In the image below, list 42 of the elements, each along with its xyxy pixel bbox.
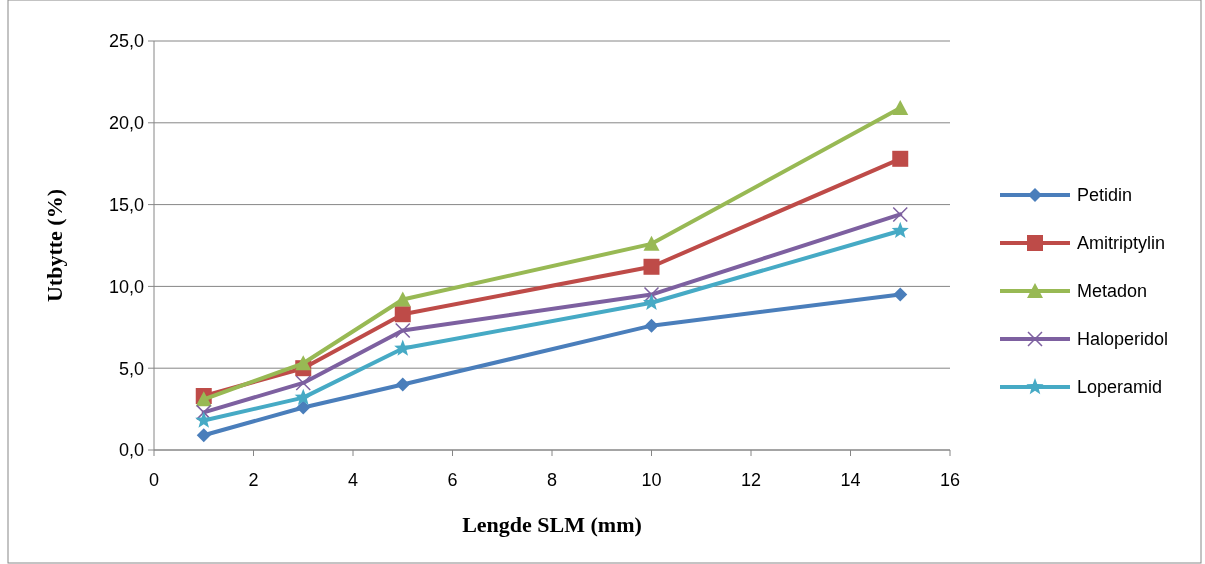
y-tick-label: 25,0 <box>108 31 144 52</box>
point <box>295 355 312 371</box>
x-tick-label: 8 <box>546 470 558 490</box>
legend-label: Loperamid <box>1077 377 1163 398</box>
point <box>295 375 311 391</box>
point <box>891 221 909 239</box>
point <box>395 322 411 339</box>
point <box>892 100 909 116</box>
y-tick-label: 5,0 <box>118 358 144 379</box>
y-tick-label: 20,0 <box>108 113 144 134</box>
point <box>394 291 411 307</box>
x-tick-label: 0 <box>148 470 160 490</box>
y-tick-label: 10,0 <box>108 276 144 297</box>
y-tick-label: 15,0 <box>108 194 144 215</box>
point <box>296 400 311 415</box>
point <box>394 306 411 323</box>
point <box>643 235 660 251</box>
point <box>196 404 212 421</box>
point <box>394 339 412 356</box>
point <box>644 318 659 333</box>
point <box>643 286 660 303</box>
legend-label: Metadon <box>1077 281 1148 302</box>
x-axis-title: Lengde SLM (mm) <box>462 512 642 537</box>
x-tick-label: 10 <box>641 470 662 490</box>
x-tick-label: 14 <box>840 470 861 490</box>
point <box>892 150 909 167</box>
legend-label: Amitriptylin <box>1077 233 1166 254</box>
y-tick-label: 0,0 <box>118 440 144 461</box>
x-tick-label: 12 <box>740 470 762 490</box>
legend-label: Petidin <box>1077 185 1133 206</box>
x-tick-label: 6 <box>447 470 458 490</box>
y-axis-title: Utbytte (%) <box>42 188 67 303</box>
x-tick-label: 4 <box>347 470 359 490</box>
point <box>643 258 660 275</box>
legend-label: Haloperidol <box>1077 329 1169 350</box>
point <box>893 287 908 302</box>
point <box>196 428 211 443</box>
x-tick-label: 2 <box>248 470 259 490</box>
x-tick-label: 16 <box>939 470 961 490</box>
point <box>892 206 908 223</box>
point <box>395 377 410 392</box>
point <box>294 388 312 405</box>
